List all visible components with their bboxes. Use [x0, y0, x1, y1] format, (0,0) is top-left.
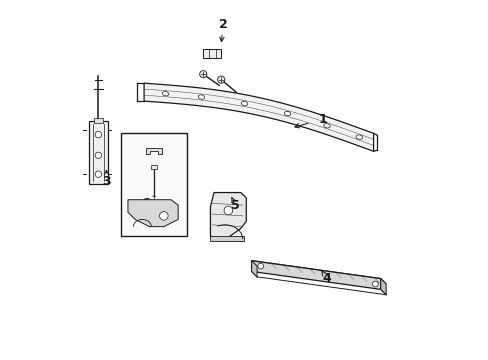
Text: 1: 1	[318, 113, 327, 126]
Polygon shape	[251, 261, 257, 277]
Circle shape	[95, 131, 102, 138]
Text: 4: 4	[322, 272, 331, 285]
Ellipse shape	[284, 111, 290, 116]
Text: 3: 3	[102, 175, 110, 188]
Ellipse shape	[198, 95, 204, 99]
Polygon shape	[210, 193, 246, 239]
Text: 6: 6	[142, 197, 150, 210]
Polygon shape	[146, 148, 162, 154]
Circle shape	[224, 206, 232, 215]
Bar	[203, 49, 221, 58]
Bar	[121, 134, 187, 235]
Bar	[94, 118, 102, 123]
Polygon shape	[210, 235, 244, 241]
Circle shape	[199, 71, 206, 78]
Circle shape	[159, 212, 168, 220]
Polygon shape	[144, 83, 373, 151]
Text: 2: 2	[218, 18, 227, 31]
Polygon shape	[380, 279, 386, 295]
Ellipse shape	[355, 135, 362, 139]
Circle shape	[257, 263, 263, 269]
Circle shape	[372, 281, 378, 287]
Circle shape	[217, 76, 224, 83]
Ellipse shape	[241, 102, 247, 106]
Polygon shape	[251, 261, 386, 284]
Polygon shape	[128, 200, 178, 226]
Text: 5: 5	[231, 199, 240, 212]
Bar	[88, 121, 108, 184]
Ellipse shape	[162, 91, 168, 96]
Circle shape	[95, 171, 102, 177]
Ellipse shape	[323, 123, 329, 128]
Bar	[151, 165, 157, 169]
Circle shape	[95, 152, 102, 158]
Polygon shape	[251, 261, 380, 289]
